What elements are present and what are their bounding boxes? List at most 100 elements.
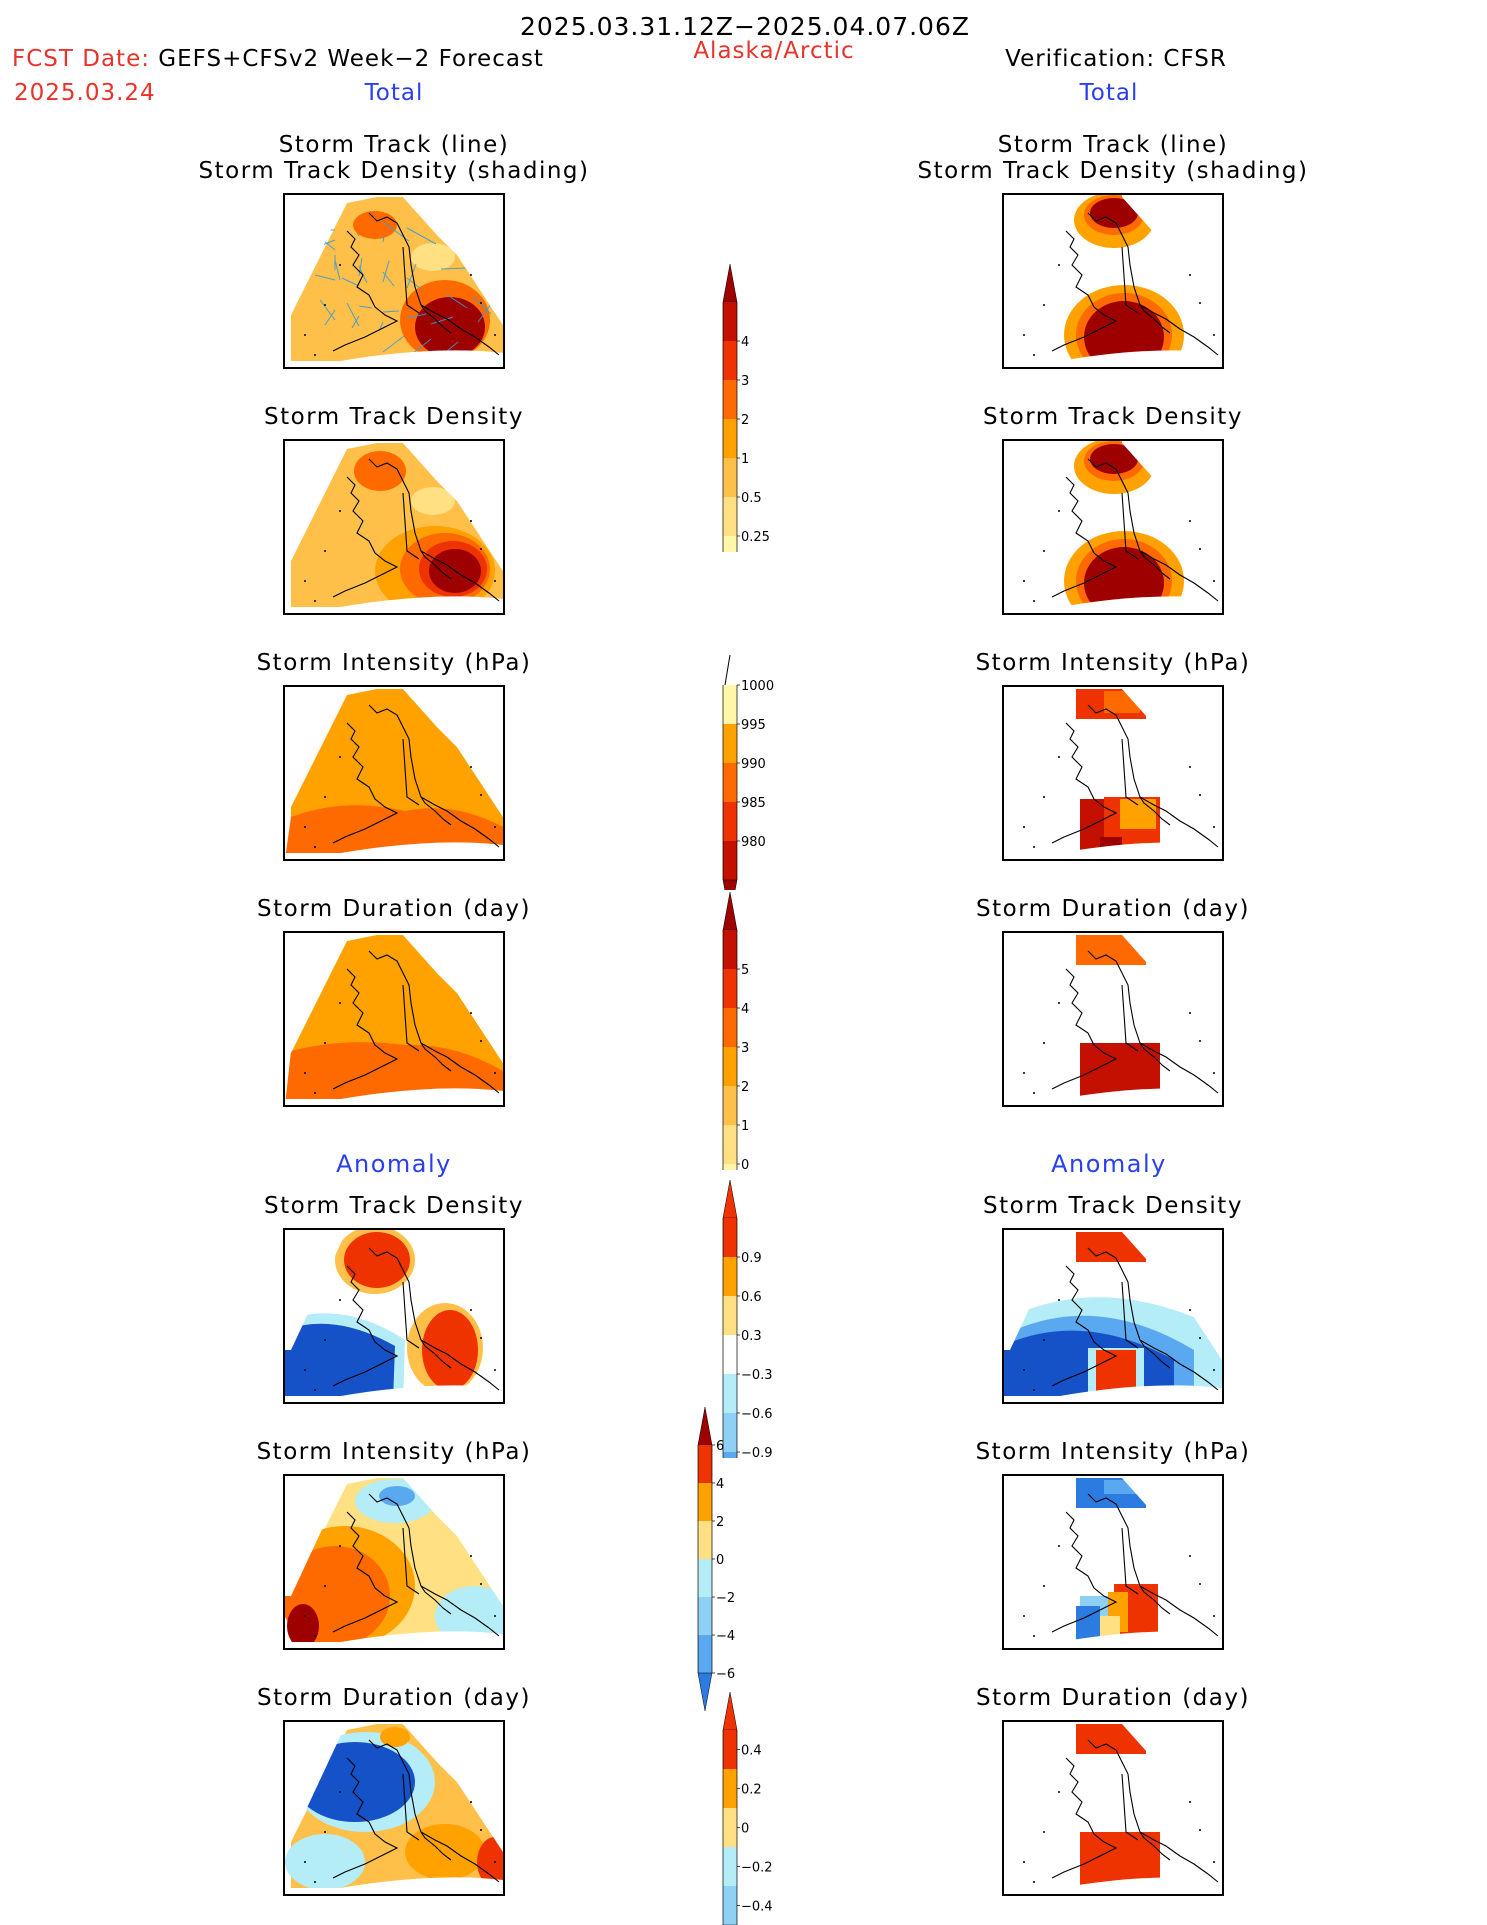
island-dot xyxy=(480,1829,482,1831)
track-line xyxy=(382,335,405,353)
colorbar-tick-label: 4 xyxy=(741,1002,749,1017)
colorbar-swatch xyxy=(723,1257,737,1296)
island-dot xyxy=(1199,548,1201,550)
coastline xyxy=(332,950,500,1094)
track-line xyxy=(406,263,417,289)
colorbar-swatch xyxy=(723,1125,737,1164)
border-line xyxy=(402,1773,420,1841)
island-dot xyxy=(1023,1861,1025,1863)
island-dot xyxy=(494,1369,496,1371)
border-line xyxy=(1121,492,1139,560)
right-anomaly-label: Anomaly xyxy=(1051,1150,1167,1178)
colorbar-tick-label: −4 xyxy=(716,1629,735,1644)
title-line: Storm Track (line) xyxy=(997,132,1229,158)
coastline xyxy=(332,1247,500,1391)
track-line xyxy=(430,316,454,325)
colorbar-swatch xyxy=(723,341,737,380)
fcst-date: 2025.03.24 xyxy=(14,80,156,106)
left-panel-5-title: Storm Track Density xyxy=(264,1193,524,1219)
colorbar-tick-label: 1000 xyxy=(741,679,774,694)
colorbar-swatch xyxy=(723,497,737,536)
right-panel-5-title: Storm Track Density xyxy=(983,1193,1243,1219)
track-line xyxy=(341,277,360,287)
island-dot xyxy=(1043,1585,1045,1587)
map-mask xyxy=(285,441,503,613)
island-dot xyxy=(324,1831,326,1833)
island-dot xyxy=(1058,264,1060,266)
track-line xyxy=(406,313,427,319)
left-panel-6-title: Storm Intensity (hPa) xyxy=(256,1439,532,1465)
map-svg xyxy=(285,1476,503,1648)
colorbar-swatch xyxy=(723,1769,737,1808)
map-svg xyxy=(1004,687,1222,859)
colorbar-tick-label: 3 xyxy=(741,374,749,389)
track-line xyxy=(382,260,390,283)
right-panel-6-title: Storm Intensity (hPa) xyxy=(975,1439,1251,1465)
border-line xyxy=(1121,1773,1139,1841)
map-mask xyxy=(1004,195,1222,367)
shade-blob xyxy=(1090,198,1138,228)
right-panel-3-title: Storm Intensity (hPa) xyxy=(975,650,1251,676)
colorbar-tick-label: 6 xyxy=(716,1439,724,1454)
track-line xyxy=(477,303,492,323)
coastline xyxy=(332,458,500,602)
island-dot xyxy=(1043,1831,1045,1833)
island-dot xyxy=(1033,846,1035,848)
island-dot xyxy=(1043,1339,1045,1341)
region-title: Alaska/Arctic xyxy=(693,38,855,64)
shade-blob xyxy=(435,1586,503,1646)
colorbar-tick-label: −0.9 xyxy=(741,1446,773,1458)
island-dot xyxy=(1213,580,1215,582)
island-dot xyxy=(339,1002,341,1004)
track-line xyxy=(440,267,468,270)
island-dot xyxy=(494,1615,496,1617)
track-line xyxy=(324,309,336,326)
left-panel-2-title: Storm Track Density xyxy=(264,404,524,430)
map-panel-right-track-density xyxy=(1002,193,1224,369)
shade-blob xyxy=(380,1727,410,1747)
track-line xyxy=(346,302,360,327)
colorbar-swatch xyxy=(723,1296,737,1335)
colorbar-swatch xyxy=(723,1886,737,1925)
island-dot xyxy=(1023,1369,1025,1371)
island-dot xyxy=(494,580,496,582)
island-dot xyxy=(324,796,326,798)
island-dot xyxy=(470,766,472,768)
colorbar-tick-label: −6 xyxy=(716,1667,735,1682)
island-dot xyxy=(480,1337,482,1339)
colorbar-swatch xyxy=(723,1847,737,1886)
shade-blob xyxy=(1090,444,1138,474)
map-panel-right-density xyxy=(1002,439,1224,615)
map-svg xyxy=(1004,933,1222,1105)
colorbar-swatch xyxy=(698,1635,712,1673)
island-dot xyxy=(480,302,482,304)
colorbar-density-anom: 0.9 0.6 0.3 −0.3 −0.6 −0.9 xyxy=(722,1179,773,1458)
colorbar-swatch xyxy=(698,1445,712,1483)
track-line xyxy=(382,235,385,243)
title-line: Storm Track Density (shading) xyxy=(917,158,1309,184)
island-dot xyxy=(1058,756,1060,758)
island-dot xyxy=(314,846,316,848)
colorbar-tick-label: 0.4 xyxy=(741,1744,762,1759)
colorbar-tick-label: 980 xyxy=(741,835,766,850)
colorbar-tick-label: −0.3 xyxy=(741,1368,773,1383)
title-line: Storm Track (line) xyxy=(278,132,510,158)
shade-region xyxy=(285,1323,395,1402)
colorbar-tick-label: 0 xyxy=(716,1553,724,1568)
shade-blob xyxy=(379,1486,415,1506)
colorbar-swatch xyxy=(723,1452,737,1458)
title-line: Storm Track Density (shading) xyxy=(198,158,590,184)
colorbar-intensity-anom: 6 4 2 0 −2 −4 −6 xyxy=(697,1406,735,1712)
island-dot xyxy=(314,354,316,356)
colorbar-top-arrow xyxy=(722,1691,738,1731)
shade-blob xyxy=(411,487,455,515)
island-dot xyxy=(1199,794,1201,796)
coastline xyxy=(1051,1247,1219,1391)
colorbar-swatch xyxy=(723,302,737,341)
island-dot xyxy=(1023,826,1025,828)
island-dot xyxy=(1213,1615,1215,1617)
map-mask xyxy=(285,1722,503,1894)
colorbar-swatch xyxy=(723,1008,737,1047)
island-dot xyxy=(1189,274,1191,276)
island-dot xyxy=(314,1635,316,1637)
